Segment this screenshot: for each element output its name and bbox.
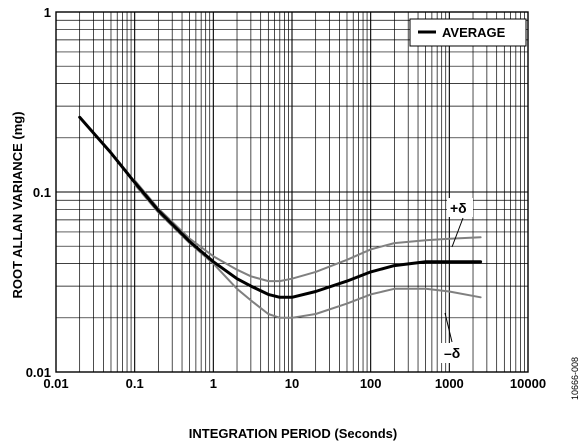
legend-label-average: AVERAGE [442, 25, 506, 40]
annotation-plus-delta-label: +δ [450, 200, 467, 216]
grid [56, 12, 528, 372]
annotation-plus-delta-leader [451, 217, 464, 248]
annotation-plus-delta-bg [447, 198, 473, 217]
series-line-plus-delta [133, 179, 482, 283]
annotation-minus-delta-label: –δ [444, 345, 460, 361]
x-axis-title: INTEGRATION PERIOD (Seconds) [189, 426, 398, 441]
annotation-minus-delta-bg [440, 343, 468, 363]
plot-frame [55, 11, 529, 373]
x-tick-label: 100 [360, 376, 382, 391]
legend: AVERAGE [409, 18, 527, 47]
x-tick-label: 0.01 [43, 376, 68, 391]
series-line-minus-delta [133, 183, 482, 319]
x-tick-label: 1 [210, 376, 217, 391]
series-lines [78, 115, 483, 319]
x-tick-label: 0.1 [126, 376, 144, 391]
y-tick-label: 0.1 [33, 185, 51, 200]
figure-id: 10666-008 [570, 357, 580, 400]
x-tick-label: 1000 [435, 376, 464, 391]
y-tick-labels: 0.01 0.1 1 [26, 5, 51, 380]
series-line-average [78, 115, 483, 299]
annotation-plus-delta: +δ [447, 198, 473, 248]
x-tick-label: 10 [285, 376, 299, 391]
x-tick-label: 10000 [510, 376, 546, 391]
x-tick-labels: 0.01 0.1 1 10 100 1000 10000 [43, 376, 546, 391]
y-axis-title: ROOT ALLAN VARIANCE (mg) [10, 111, 25, 298]
y-tick-label: 0.01 [26, 365, 51, 380]
annotation-minus-delta: –δ [440, 312, 468, 363]
y-tick-label: 1 [44, 5, 51, 20]
annotation-minus-delta-leader [444, 312, 453, 343]
